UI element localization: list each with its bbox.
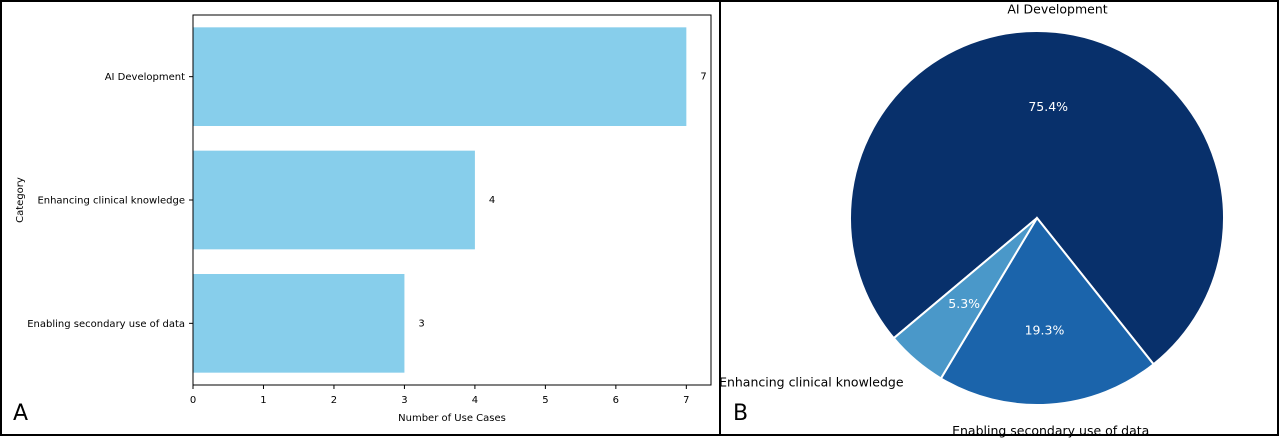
y-axis-label: Category (15, 177, 26, 223)
pie-category-label: Enabling secondary use of data (952, 423, 1149, 438)
bar (193, 150, 475, 250)
x-tick-label: 5 (542, 395, 548, 406)
bars-group: 7 4 3 (193, 27, 707, 373)
y-tick-label: Enabling secondary use of data (27, 319, 185, 330)
pie-percent-label: 75.4% (1028, 99, 1068, 114)
x-tick-label: 7 (683, 395, 689, 406)
x-tick-label: 0 (190, 395, 196, 406)
panel-b-border (719, 0, 1279, 436)
x-tick-label: 6 (613, 395, 619, 406)
x-tick-label: 1 (260, 395, 266, 406)
pie-slice (849, 30, 1225, 366)
x-tick-label: 2 (331, 395, 337, 406)
pie-percent-label: 5.3% (948, 296, 980, 311)
bar-value-label: 3 (418, 318, 424, 329)
bar (193, 27, 687, 126)
x-tick-group: 0 1 2 3 4 5 6 7 (190, 385, 690, 406)
pie-slices: 75.4% AI Development 19.3% Enabling seconda… (719, 1, 1225, 438)
x-tick-label: 3 (401, 395, 407, 406)
panel-label-a: A (13, 401, 28, 426)
pie-slice (892, 217, 1038, 380)
bar-chart: 7 4 3 AI Development Enhancing clinical kno… (13, 14, 712, 426)
pie-percent-label: 19.3% (1025, 322, 1065, 337)
bar-value-label: 4 (489, 195, 495, 206)
pie-category-label: AI Development (1007, 1, 1107, 16)
pie-chart: 75.4% AI Development 19.3% Enabling seconda… (719, 1, 1225, 438)
bar (193, 274, 405, 373)
y-tick-group: AI Development Enhancing clinical knowled… (27, 72, 193, 330)
panel-label-b: B (733, 401, 748, 426)
pie-slice (939, 216, 1155, 406)
x-tick-label: 4 (472, 395, 478, 406)
pie-category-label: Enhancing clinical knowledge (719, 375, 904, 390)
y-tick-label: Enhancing clinical knowledge (37, 196, 185, 207)
bar-value-label: 7 (700, 72, 706, 83)
x-axis-label: Number of Use Cases (398, 413, 506, 424)
y-tick-label: AI Development (105, 72, 185, 83)
